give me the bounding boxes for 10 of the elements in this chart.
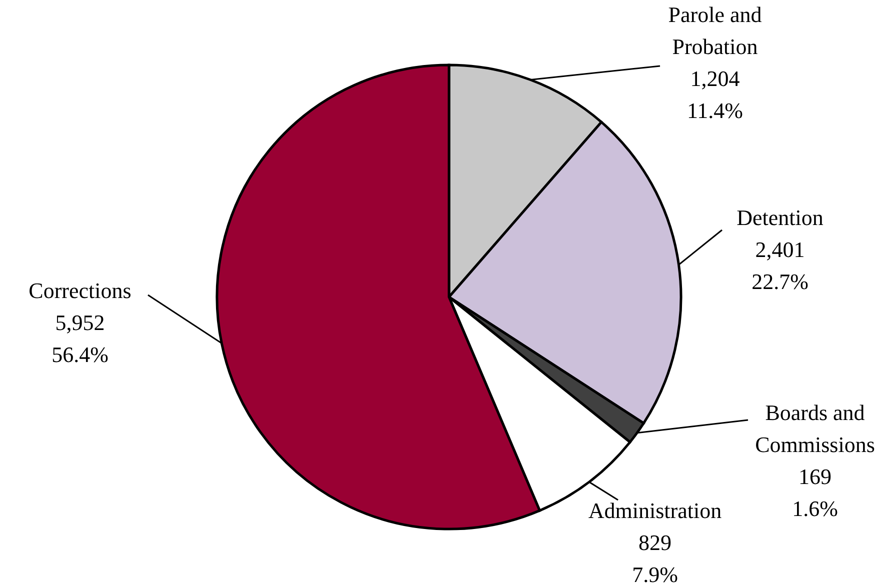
data-label: 169 1.6% (792, 464, 838, 521)
slice-label: Administration (588, 498, 722, 523)
data-label: 5,952 56.4% (52, 310, 108, 367)
data-label: 2,401 22.7% (752, 237, 808, 294)
slice-label: Detention (736, 205, 824, 230)
data-label: 1,204 11.4% (686, 66, 744, 123)
data-label: 829 7.9% (632, 530, 678, 584)
slice-label: Boards and Commissions (755, 400, 875, 457)
slice-label: Corrections (28, 278, 132, 303)
slice-label: Parole and Probation (668, 2, 762, 59)
